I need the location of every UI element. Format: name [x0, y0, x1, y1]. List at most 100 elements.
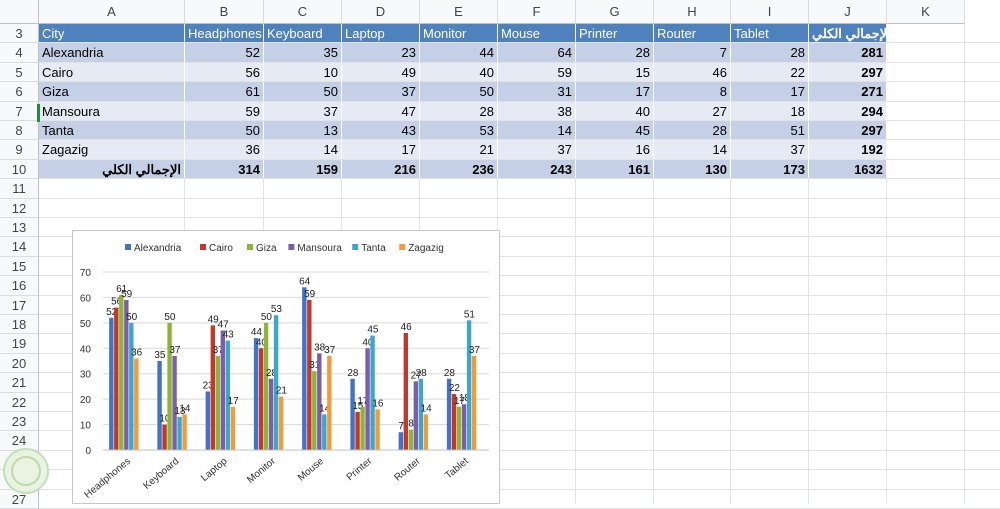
- cell[interactable]: 236: [420, 159, 498, 179]
- cell[interactable]: الإجمالي الكلي: [39, 159, 185, 179]
- cell[interactable]: 13: [264, 121, 342, 140]
- row-header-5[interactable]: 5: [0, 62, 39, 83]
- cell[interactable]: 130: [654, 159, 731, 179]
- row-header-12[interactable]: 12: [0, 198, 39, 218]
- cell[interactable]: Printer: [576, 24, 654, 43]
- cell[interactable]: Mansoura: [39, 101, 185, 120]
- cell[interactable]: 47: [342, 101, 420, 120]
- cell[interactable]: 192: [809, 140, 887, 159]
- cell[interactable]: 37: [264, 101, 342, 120]
- column-header-i[interactable]: I: [731, 0, 809, 24]
- row-header-3[interactable]: 3: [0, 24, 39, 44]
- cell[interactable]: 7: [654, 43, 731, 62]
- row-header-15[interactable]: 15: [0, 256, 39, 277]
- row-header-18[interactable]: 18: [0, 315, 39, 335]
- column-header-d[interactable]: D: [342, 0, 420, 24]
- cell[interactable]: 50: [185, 121, 264, 140]
- cell[interactable]: 18: [731, 101, 809, 120]
- cell[interactable]: Giza: [39, 82, 185, 101]
- cell[interactable]: Headphones: [185, 24, 264, 43]
- cell[interactable]: City: [39, 24, 185, 43]
- cell[interactable]: 27: [654, 101, 731, 120]
- cell[interactable]: 271: [809, 82, 887, 101]
- cell[interactable]: 36: [185, 140, 264, 159]
- row-header-10[interactable]: 10: [0, 159, 39, 180]
- cell[interactable]: Keyboard: [264, 24, 342, 43]
- row-header-13[interactable]: 13: [0, 218, 39, 238]
- cell[interactable]: 21: [420, 140, 498, 159]
- column-header-k[interactable]: K: [887, 0, 965, 24]
- cell[interactable]: 59: [185, 101, 264, 120]
- cell[interactable]: 8: [654, 82, 731, 101]
- cell[interactable]: 28: [420, 101, 498, 120]
- column-header-g[interactable]: G: [576, 0, 654, 24]
- cell[interactable]: 294: [809, 101, 887, 120]
- cell[interactable]: 38: [498, 101, 576, 120]
- cell[interactable]: 173: [731, 159, 809, 179]
- row-header-19[interactable]: 19: [0, 334, 39, 354]
- row-header-20[interactable]: 20: [0, 353, 39, 374]
- cell[interactable]: الإجمالي الكلي: [809, 24, 887, 43]
- cell[interactable]: 23: [342, 43, 420, 62]
- cell[interactable]: 51: [731, 121, 809, 140]
- cell[interactable]: 64: [498, 43, 576, 62]
- cell[interactable]: 159: [264, 159, 342, 179]
- cell[interactable]: 161: [576, 159, 654, 179]
- cell[interactable]: 40: [576, 101, 654, 120]
- cell[interactable]: 31: [498, 82, 576, 101]
- cell[interactable]: Laptop: [342, 24, 420, 43]
- cell[interactable]: 28: [654, 121, 731, 140]
- row-header-9[interactable]: 9: [0, 140, 39, 160]
- cell[interactable]: 17: [576, 82, 654, 101]
- cell[interactable]: 40: [420, 62, 498, 82]
- cell[interactable]: Zagazig: [39, 140, 185, 159]
- select-all-corner[interactable]: [0, 0, 39, 24]
- cell[interactable]: Monitor: [420, 24, 498, 43]
- cell[interactable]: 15: [576, 62, 654, 82]
- cell[interactable]: 50: [420, 82, 498, 101]
- column-header-h[interactable]: H: [654, 0, 731, 24]
- cell[interactable]: Router: [654, 24, 731, 43]
- column-header-b[interactable]: B: [185, 0, 264, 24]
- cell[interactable]: 10: [264, 62, 342, 82]
- row-header-21[interactable]: 21: [0, 373, 39, 393]
- cell[interactable]: 28: [576, 43, 654, 62]
- cell[interactable]: 50: [264, 82, 342, 101]
- cell[interactable]: 43: [342, 121, 420, 140]
- cell[interactable]: 314: [185, 159, 264, 179]
- cell[interactable]: Tablet: [731, 24, 809, 43]
- column-header-c[interactable]: C: [264, 0, 342, 24]
- cell[interactable]: 56: [185, 62, 264, 82]
- cell[interactable]: 44: [420, 43, 498, 62]
- chart-container[interactable]: 0 10 20 30 40 50 60 70 Alexandria Cairo Giza Mansou…: [72, 230, 500, 504]
- cell[interactable]: 16: [576, 140, 654, 159]
- cell[interactable]: 1632: [809, 159, 887, 179]
- cell[interactable]: 17: [342, 140, 420, 159]
- column-header-e[interactable]: E: [420, 0, 498, 24]
- row-header-17[interactable]: 17: [0, 295, 39, 315]
- row-header-6[interactable]: 6: [0, 82, 39, 102]
- column-header-a[interactable]: A: [39, 0, 185, 24]
- row-header-4[interactable]: 4: [0, 43, 39, 63]
- cell[interactable]: 14: [498, 121, 576, 140]
- cell[interactable]: 49: [342, 62, 420, 82]
- cell[interactable]: 52: [185, 43, 264, 62]
- cell[interactable]: Tanta: [39, 121, 185, 140]
- cell[interactable]: 28: [731, 43, 809, 62]
- cell[interactable]: 37: [342, 82, 420, 101]
- cell[interactable]: 297: [809, 121, 887, 140]
- cell[interactable]: Alexandria: [39, 43, 185, 62]
- column-header-f[interactable]: F: [498, 0, 576, 24]
- cell[interactable]: 297: [809, 62, 887, 82]
- cell[interactable]: 61: [185, 82, 264, 101]
- row-header-22[interactable]: 22: [0, 392, 39, 412]
- cell[interactable]: Mouse: [498, 24, 576, 43]
- cell[interactable]: 14: [264, 140, 342, 159]
- cell[interactable]: 53: [420, 121, 498, 140]
- cell[interactable]: 281: [809, 43, 887, 62]
- row-header-14[interactable]: 14: [0, 237, 39, 257]
- cell[interactable]: 46: [654, 62, 731, 82]
- cell[interactable]: Cairo: [39, 62, 185, 82]
- cell[interactable]: 243: [498, 159, 576, 179]
- cell[interactable]: 216: [342, 159, 420, 179]
